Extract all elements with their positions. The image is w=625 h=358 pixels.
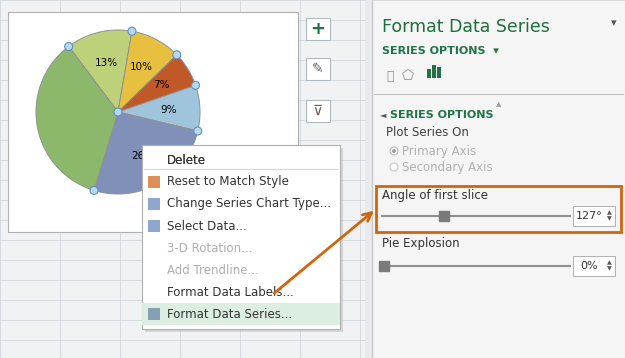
- Text: 7%: 7%: [153, 80, 169, 90]
- Circle shape: [194, 127, 202, 135]
- Bar: [306, 100, 330, 122]
- Text: Primary Axis: Primary Axis: [402, 145, 476, 158]
- Text: ▲: ▲: [607, 261, 611, 266]
- Text: Delete: Delete: [167, 154, 206, 166]
- Text: Reset to Match Style: Reset to Match Style: [167, 175, 289, 189]
- Bar: [573, 256, 615, 276]
- Bar: [437, 67, 441, 78]
- Polygon shape: [118, 31, 177, 112]
- Text: Plot Series On: Plot Series On: [386, 126, 469, 140]
- Text: ◄: ◄: [380, 111, 386, 120]
- Text: Delete: Delete: [167, 154, 206, 166]
- Circle shape: [392, 149, 396, 153]
- Polygon shape: [69, 30, 132, 112]
- Polygon shape: [118, 55, 196, 112]
- Polygon shape: [94, 112, 198, 194]
- Text: ⬠: ⬠: [402, 69, 414, 83]
- Bar: [8, 12, 298, 232]
- Text: Secondary Axis: Secondary Axis: [402, 160, 492, 174]
- Bar: [148, 308, 160, 320]
- Text: Format Data Labels...: Format Data Labels...: [167, 285, 294, 299]
- Text: ▼: ▼: [607, 217, 611, 222]
- Text: Add Trendline...: Add Trendline...: [167, 263, 259, 276]
- Text: Pie Explosion: Pie Explosion: [382, 237, 459, 250]
- Text: 0%: 0%: [580, 261, 598, 271]
- Text: 127°: 127°: [576, 211, 602, 221]
- Bar: [148, 176, 160, 188]
- Text: ▼: ▼: [607, 266, 611, 271]
- Text: 13%: 13%: [94, 58, 118, 68]
- Bar: [142, 303, 340, 325]
- Text: 10%: 10%: [130, 62, 153, 72]
- Text: Change Series Chart Type...: Change Series Chart Type...: [167, 198, 331, 211]
- Bar: [372, 0, 625, 358]
- Bar: [376, 186, 621, 232]
- Bar: [148, 198, 160, 210]
- Circle shape: [90, 187, 98, 194]
- Circle shape: [191, 81, 199, 89]
- Text: 3-D Rotation...: 3-D Rotation...: [167, 242, 252, 255]
- Text: 🪣: 🪣: [386, 69, 394, 82]
- Text: ✎: ✎: [312, 62, 324, 76]
- Text: +: +: [311, 20, 326, 38]
- Polygon shape: [118, 85, 200, 131]
- Text: 26%: 26%: [132, 151, 155, 161]
- Bar: [427, 69, 431, 78]
- Text: SERIES OPTIONS  ▾: SERIES OPTIONS ▾: [382, 46, 499, 56]
- Circle shape: [128, 27, 136, 35]
- Bar: [142, 145, 340, 329]
- Bar: [148, 220, 160, 232]
- Bar: [306, 18, 330, 40]
- Text: ⊽: ⊽: [313, 104, 323, 118]
- Text: Angle of first slice: Angle of first slice: [382, 189, 488, 203]
- Text: Format Data Series...: Format Data Series...: [167, 308, 292, 320]
- Bar: [0, 0, 365, 358]
- Bar: [306, 58, 330, 80]
- Text: ▲: ▲: [496, 101, 501, 107]
- Circle shape: [390, 163, 398, 171]
- Circle shape: [114, 108, 122, 116]
- Bar: [145, 148, 343, 332]
- Text: SERIES OPTIONS: SERIES OPTIONS: [390, 110, 494, 120]
- Bar: [432, 65, 436, 78]
- Bar: [573, 206, 615, 226]
- Text: 9%: 9%: [161, 105, 177, 115]
- Circle shape: [64, 43, 72, 50]
- Text: ▾: ▾: [611, 18, 617, 28]
- Circle shape: [390, 147, 398, 155]
- Text: ▲: ▲: [607, 211, 611, 216]
- Circle shape: [173, 51, 181, 59]
- Text: Format Data Series: Format Data Series: [382, 18, 550, 36]
- Polygon shape: [36, 47, 118, 190]
- Text: Select Data...: Select Data...: [167, 219, 247, 232]
